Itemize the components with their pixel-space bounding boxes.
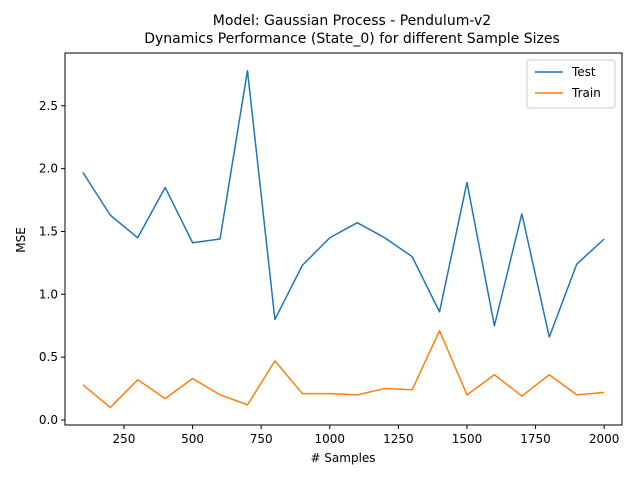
chart-title-line1: Model: Gaussian Process - Pendulum-v2 — [213, 13, 491, 29]
y-tick-label: 1.0 — [39, 287, 58, 301]
y-tick-label: 0.0 — [39, 413, 58, 427]
legend-box — [526, 59, 616, 109]
x-tick-label: 750 — [250, 432, 273, 446]
chart-title-line2: Dynamics Performance (State_0) for diffe… — [144, 31, 560, 47]
series-layer — [82, 69, 605, 409]
y-axis-label: MSE — [14, 227, 28, 253]
x-axis-label: # Samples — [310, 451, 375, 465]
x-tick-label: 500 — [181, 432, 204, 446]
x-tick-label: 1500 — [452, 432, 483, 446]
y-tick-label: 0.5 — [39, 350, 58, 364]
plot-frame — [64, 52, 623, 426]
x-tick-label: 1250 — [383, 432, 414, 446]
legend: Test Train — [526, 59, 616, 109]
legend-label-train: Train — [571, 86, 601, 100]
y-tick-label: 2.5 — [39, 99, 58, 113]
legend-label-test: Test — [571, 65, 596, 79]
series-line-test — [82, 69, 605, 338]
y-tick-label: 1.5 — [39, 224, 58, 238]
x-tick-label: 1000 — [315, 432, 346, 446]
x-tick-label: 2000 — [589, 432, 620, 446]
series-line-train — [82, 329, 605, 409]
x-tick-label: 1750 — [520, 432, 551, 446]
y-tick-label: 2.0 — [39, 162, 58, 176]
x-tick-label: 250 — [113, 432, 136, 446]
plot-area — [65, 53, 640, 425]
ticks-layer: 250 500 750 1000 1250 1500 1750 2000 0.0 0.5 1.0 1.… — [39, 99, 620, 446]
